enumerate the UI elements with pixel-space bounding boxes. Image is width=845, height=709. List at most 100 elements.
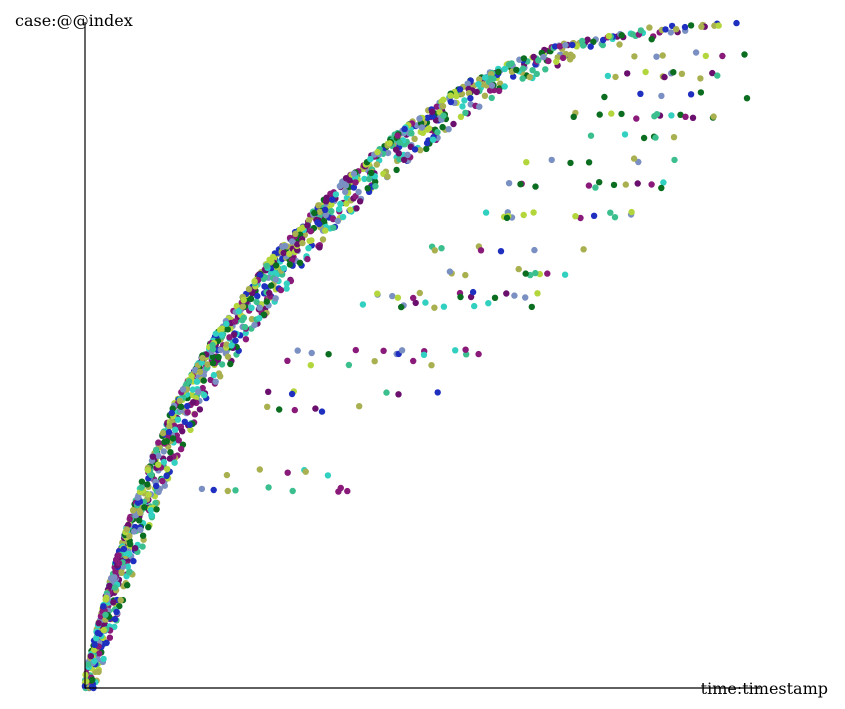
data-point-1237 xyxy=(475,81,482,88)
data-point-839 xyxy=(401,156,408,163)
data-point-1388 xyxy=(95,620,102,627)
data-point-1354 xyxy=(299,239,306,247)
data-point-1283 xyxy=(486,75,494,82)
data-point-1546 xyxy=(601,93,608,101)
data-point-1467 xyxy=(503,290,510,297)
data-point-1396 xyxy=(218,331,225,339)
data-point-1309 xyxy=(272,295,279,302)
data-point-676 xyxy=(304,255,311,263)
data-point-1025 xyxy=(268,282,275,289)
data-point-704 xyxy=(199,384,206,392)
data-point-944 xyxy=(453,92,460,100)
data-point-665 xyxy=(423,145,430,153)
data-point-758 xyxy=(224,353,232,360)
data-point-385 xyxy=(347,206,354,213)
data-point-1306 xyxy=(698,23,705,30)
data-point-1403 xyxy=(210,486,217,494)
data-point-1481 xyxy=(561,271,569,278)
data-point-1409 xyxy=(324,472,332,479)
data-point-1446 xyxy=(420,351,428,358)
data-point-1209 xyxy=(715,22,722,29)
data-point-1123 xyxy=(587,43,594,50)
data-point-1240 xyxy=(424,114,431,122)
data-point-912 xyxy=(110,599,117,606)
data-point-1010 xyxy=(328,208,335,215)
data-point-1521 xyxy=(567,159,574,167)
data-point-1162 xyxy=(241,323,249,331)
data-point-940 xyxy=(335,206,343,213)
data-point-1261 xyxy=(134,499,142,506)
data-point-984 xyxy=(476,76,483,83)
data-point-1513 xyxy=(532,183,539,190)
data-point-1501 xyxy=(628,208,635,216)
data-point-1267 xyxy=(462,109,469,117)
data-point-297 xyxy=(361,175,368,183)
data-point-1350 xyxy=(239,303,247,310)
data-point-1106 xyxy=(103,639,110,646)
data-point-1561 xyxy=(670,69,677,76)
data-point-1492 xyxy=(482,209,490,216)
data-point-1190 xyxy=(223,341,230,348)
data-point-1320 xyxy=(125,550,133,558)
data-point-1250 xyxy=(107,575,115,582)
data-point-914 xyxy=(605,32,612,40)
data-point-1463 xyxy=(511,292,518,299)
data-point-1361 xyxy=(353,205,360,212)
data-point-1312 xyxy=(440,112,447,119)
data-point-1544 xyxy=(677,111,684,119)
data-point-1087 xyxy=(464,80,471,87)
data-point-1358 xyxy=(513,66,520,74)
data-point-1317 xyxy=(556,43,564,50)
data-point-1461 xyxy=(389,292,396,300)
data-point-1300 xyxy=(280,265,288,272)
data-point-910 xyxy=(240,314,248,322)
data-point-1565 xyxy=(631,53,638,60)
data-point-1383 xyxy=(350,170,358,177)
data-point-1406 xyxy=(344,487,351,495)
data-point-1294 xyxy=(134,494,141,501)
data-point-1502 xyxy=(503,214,511,222)
data-point-1528 xyxy=(670,134,678,141)
data-point-1562 xyxy=(714,72,721,79)
data-point-1436 xyxy=(452,347,459,354)
data-point-1402 xyxy=(198,485,206,493)
data-point-1156 xyxy=(266,289,273,297)
data-point-125 xyxy=(160,448,167,455)
data-point-1082 xyxy=(336,183,344,190)
data-point-1042 xyxy=(148,512,155,519)
data-point-1343 xyxy=(386,140,393,147)
data-point-1180 xyxy=(329,215,337,222)
data-point-1227 xyxy=(733,19,740,27)
data-point-597 xyxy=(373,161,380,168)
data-point-1045 xyxy=(320,217,328,225)
data-point-305 xyxy=(254,292,261,300)
data-point-1381 xyxy=(316,244,323,251)
data-point-1498 xyxy=(577,214,584,222)
data-point-879 xyxy=(118,569,125,576)
data-point-1313 xyxy=(322,227,329,234)
data-point-518 xyxy=(248,315,256,323)
data-point-1132 xyxy=(111,615,119,623)
data-point-859 xyxy=(488,94,495,102)
data-point-1140 xyxy=(195,388,202,395)
data-point-1471 xyxy=(457,293,464,301)
data-point-1263 xyxy=(111,584,119,591)
data-point-1164 xyxy=(166,423,173,430)
data-point-1439 xyxy=(325,351,332,358)
data-point-1345 xyxy=(155,488,162,496)
data-point-335 xyxy=(305,245,312,252)
data-point-1185 xyxy=(147,507,155,514)
data-point-1315 xyxy=(447,92,454,99)
data-point-855 xyxy=(227,360,234,368)
data-point-1464 xyxy=(467,293,475,301)
data-point-614 xyxy=(681,23,689,31)
data-point-799 xyxy=(111,623,118,631)
data-point-1187 xyxy=(245,285,253,293)
data-point-1326 xyxy=(164,465,171,473)
data-point-1302 xyxy=(102,611,109,618)
data-point-1550 xyxy=(697,89,705,96)
data-point-938 xyxy=(355,188,362,196)
data-point-1479 xyxy=(522,270,529,277)
data-point-1379 xyxy=(425,125,433,132)
data-point-1297 xyxy=(307,228,314,235)
